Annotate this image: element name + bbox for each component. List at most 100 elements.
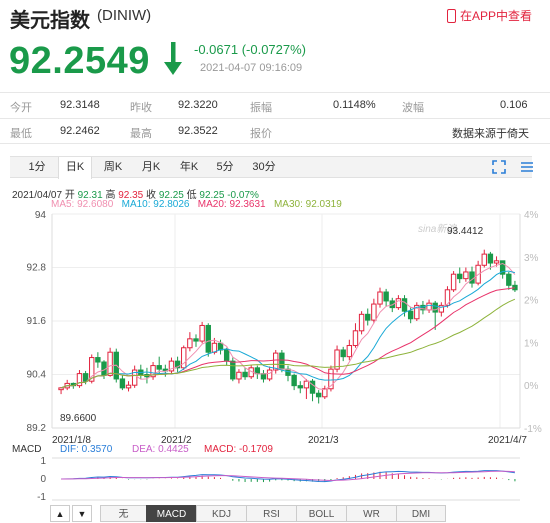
- stat-label: 报价: [250, 128, 272, 140]
- stat-value: 92.3220: [178, 99, 218, 111]
- candle-body: [457, 273, 463, 280]
- pct-tick-label: 4%: [524, 210, 539, 221]
- candle-body: [352, 330, 359, 347]
- candle-body: [131, 369, 138, 386]
- stat-value: 92.3522: [178, 125, 218, 137]
- indicator-tab-boll[interactable]: BOLL: [296, 505, 346, 522]
- legend-ma30: MA30: 92.0319: [273, 199, 342, 210]
- pct-tick-label: -1%: [524, 424, 542, 435]
- indicator-tab-kdj[interactable]: KDJ: [196, 505, 246, 522]
- candle-body: [309, 380, 316, 394]
- legend-low: 92.25: [199, 190, 225, 201]
- candle-body: [420, 304, 426, 311]
- indicator-tabs: 无 MACD KDJ RSI BOLL WR DMI: [100, 505, 446, 522]
- candle-body: [168, 360, 175, 372]
- candle-body: [125, 384, 132, 389]
- pct-tick-label: 1%: [524, 338, 539, 349]
- kline-chart[interactable]: 94 92.8 91.6 90.4 89.2 4% 3% 2% 1% 0% -1% 2021/1/8 2…: [0, 0, 550, 505]
- indicator-tab-macd[interactable]: MACD: [146, 505, 196, 522]
- indicator-tab-dmi[interactable]: DMI: [396, 505, 446, 522]
- x-tick-label: 2021/4/7: [488, 435, 527, 446]
- candle-body: [76, 373, 83, 387]
- price-change: -0.0671 (-0.0727%): [194, 42, 307, 57]
- candle-body: [291, 374, 297, 387]
- dea-line: [61, 470, 515, 482]
- candle-body: [260, 373, 267, 380]
- tab-weekly-k[interactable]: 周K: [103, 161, 123, 173]
- candle-body: [365, 313, 371, 321]
- candle-body: [444, 289, 451, 306]
- index-title: 美元指数: [10, 10, 90, 32]
- candle-body: [315, 392, 322, 398]
- down-arrow-icon: [164, 42, 182, 75]
- candle-body: [401, 298, 408, 312]
- settings-icon[interactable]: [520, 160, 534, 174]
- candle-body: [322, 388, 328, 398]
- legend-close-label: 收: [146, 190, 157, 201]
- candle-body: [297, 385, 303, 389]
- tab-yearly-k[interactable]: 年K: [179, 161, 199, 173]
- x-tick-label: 2021/1/8: [52, 435, 91, 446]
- candle-body: [328, 368, 334, 390]
- candle-body: [377, 291, 383, 305]
- period-tabs: 1分 日K 周K 月K 年K 5分 30分: [10, 156, 532, 179]
- max-price-label: 93.4412: [447, 226, 484, 237]
- stat-value: 0.1148%: [333, 99, 376, 111]
- open-in-app-label: 在APP中查看: [459, 9, 532, 23]
- ma5-line: [60, 262, 516, 391]
- candle-body: [156, 365, 162, 370]
- y-tick-label: 91.6: [27, 316, 47, 327]
- sina-watermark: sina新浪: [418, 223, 457, 235]
- candle-body: [82, 373, 89, 382]
- open-in-app-link[interactable]: 在APP中查看: [446, 7, 532, 24]
- indicator-tab-rsi[interactable]: RSI: [246, 505, 296, 522]
- legend-open-label: 开: [64, 190, 75, 201]
- tab-30min[interactable]: 30分: [252, 161, 276, 173]
- x-tick-label: 2021/3: [308, 435, 339, 446]
- candle-body: [334, 349, 340, 370]
- y-tick-label: 89.2: [27, 423, 47, 434]
- candle-body: [506, 273, 512, 286]
- legend-ma5: MA5: 92.6080: [51, 199, 114, 210]
- legend-close: 92.25: [158, 190, 184, 201]
- stats-row-2: 最低 92.2462 最高 92.3522 报价 数据来源于倚天: [0, 118, 550, 144]
- candle-body: [346, 345, 353, 358]
- nav-down-button[interactable]: ▼: [72, 505, 92, 522]
- stat-label: 最低: [10, 128, 32, 140]
- ma-legend: MA5: 92.6080 MA10: 92.8026 MA20: 92.3631…: [51, 199, 342, 210]
- tab-daily-k[interactable]: 日K: [58, 157, 92, 179]
- stat-label: 今开: [10, 102, 32, 114]
- tab-5min[interactable]: 5分: [216, 161, 234, 173]
- candle-body: [150, 365, 156, 378]
- candle-body: [242, 371, 248, 378]
- candle-body: [389, 300, 395, 309]
- candle-body: [254, 367, 261, 375]
- nav-up-button[interactable]: ▲: [50, 505, 70, 522]
- indicator-tab-none[interactable]: 无: [100, 505, 146, 522]
- candle-body: [481, 253, 487, 266]
- candle-body: [469, 271, 475, 284]
- candle-body: [119, 378, 126, 389]
- candle-body: [432, 302, 438, 313]
- ma10-line: [60, 270, 516, 389]
- legend-ma10: MA10: 92.8026: [121, 199, 190, 210]
- macd-dif: DIF: 0.3570: [60, 444, 113, 455]
- candle-body: [89, 357, 95, 382]
- candle-body: [174, 360, 181, 369]
- tab-1min[interactable]: 1分: [28, 161, 46, 173]
- y-tick-label: 90.4: [27, 370, 47, 381]
- fullscreen-icon[interactable]: [492, 160, 506, 174]
- macd-value: MACD: -0.1709: [204, 444, 273, 455]
- candle-body: [223, 349, 230, 362]
- x-tick-label: 2021/2: [161, 435, 192, 446]
- stat-value: 92.2462: [60, 125, 100, 137]
- indicator-tab-wr[interactable]: WR: [346, 505, 396, 522]
- candle-body: [205, 324, 211, 353]
- legend-high: 92.35: [118, 190, 144, 201]
- tab-monthly-k[interactable]: 月K: [141, 161, 161, 173]
- candle-body: [340, 349, 346, 358]
- candle-body: [58, 387, 64, 391]
- legend-pct: -0.07%: [227, 190, 259, 201]
- current-price: 92.2549: [9, 40, 150, 82]
- legend-high-label: 高: [105, 190, 116, 201]
